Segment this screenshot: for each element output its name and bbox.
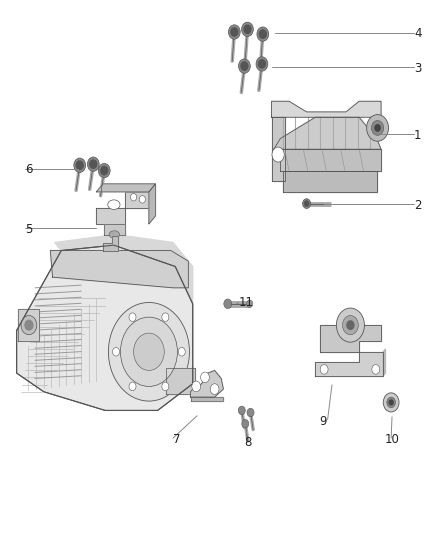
Polygon shape <box>283 171 377 192</box>
Circle shape <box>25 320 33 330</box>
Circle shape <box>242 22 253 36</box>
Circle shape <box>259 30 266 38</box>
Circle shape <box>210 384 219 394</box>
Circle shape <box>76 161 83 169</box>
Text: 2: 2 <box>414 199 421 212</box>
Circle shape <box>375 125 380 131</box>
Circle shape <box>238 406 245 415</box>
Polygon shape <box>104 224 125 235</box>
Circle shape <box>247 408 254 417</box>
Polygon shape <box>149 184 155 224</box>
Circle shape <box>88 157 99 171</box>
Circle shape <box>303 199 311 208</box>
Circle shape <box>101 166 108 175</box>
Circle shape <box>372 365 380 374</box>
Text: 7: 7 <box>173 433 180 446</box>
Circle shape <box>389 400 393 405</box>
Polygon shape <box>166 368 195 394</box>
Circle shape <box>90 160 97 168</box>
Ellipse shape <box>134 333 164 370</box>
Polygon shape <box>50 251 188 288</box>
Circle shape <box>387 397 396 408</box>
Circle shape <box>242 419 249 428</box>
Ellipse shape <box>108 200 120 209</box>
Circle shape <box>371 120 384 135</box>
Circle shape <box>139 196 145 203</box>
Text: 10: 10 <box>385 433 399 446</box>
Text: 11: 11 <box>239 296 254 309</box>
Polygon shape <box>55 235 193 304</box>
Polygon shape <box>272 101 381 117</box>
Polygon shape <box>191 370 223 397</box>
Polygon shape <box>274 117 381 149</box>
Circle shape <box>162 313 169 321</box>
Text: 1: 1 <box>414 130 421 142</box>
Circle shape <box>343 316 358 335</box>
Circle shape <box>178 348 185 356</box>
Circle shape <box>229 25 240 39</box>
Ellipse shape <box>120 317 177 386</box>
Polygon shape <box>191 397 223 401</box>
Polygon shape <box>280 149 381 171</box>
Circle shape <box>247 300 253 308</box>
Circle shape <box>21 316 37 335</box>
Polygon shape <box>103 236 118 251</box>
Text: 8: 8 <box>244 436 252 449</box>
Circle shape <box>241 62 248 70</box>
Circle shape <box>320 365 328 374</box>
Ellipse shape <box>109 303 189 401</box>
Circle shape <box>304 201 309 206</box>
Text: 9: 9 <box>320 415 327 427</box>
Circle shape <box>383 393 399 412</box>
Circle shape <box>131 193 137 201</box>
Circle shape <box>129 382 136 391</box>
Circle shape <box>201 372 209 383</box>
Polygon shape <box>315 352 383 376</box>
Circle shape <box>347 321 354 329</box>
Polygon shape <box>96 192 149 224</box>
Polygon shape <box>18 309 39 341</box>
Circle shape <box>272 147 284 162</box>
Circle shape <box>129 313 136 321</box>
Circle shape <box>74 158 85 172</box>
Polygon shape <box>383 349 385 376</box>
Ellipse shape <box>109 231 120 238</box>
Circle shape <box>113 348 120 356</box>
Circle shape <box>239 59 250 73</box>
Circle shape <box>257 27 268 41</box>
Text: 5: 5 <box>25 223 33 236</box>
Text: 4: 4 <box>414 27 421 39</box>
Circle shape <box>256 57 268 71</box>
Polygon shape <box>272 117 285 181</box>
Polygon shape <box>17 245 193 410</box>
Circle shape <box>192 381 201 392</box>
Circle shape <box>244 25 251 34</box>
Circle shape <box>367 115 389 141</box>
Circle shape <box>336 308 364 342</box>
Circle shape <box>224 299 232 309</box>
Circle shape <box>258 60 265 68</box>
Circle shape <box>99 164 110 177</box>
Text: 6: 6 <box>25 163 33 176</box>
Circle shape <box>162 382 169 391</box>
Polygon shape <box>96 184 155 192</box>
Polygon shape <box>320 325 381 352</box>
Text: 3: 3 <box>414 62 421 75</box>
Circle shape <box>231 28 238 36</box>
